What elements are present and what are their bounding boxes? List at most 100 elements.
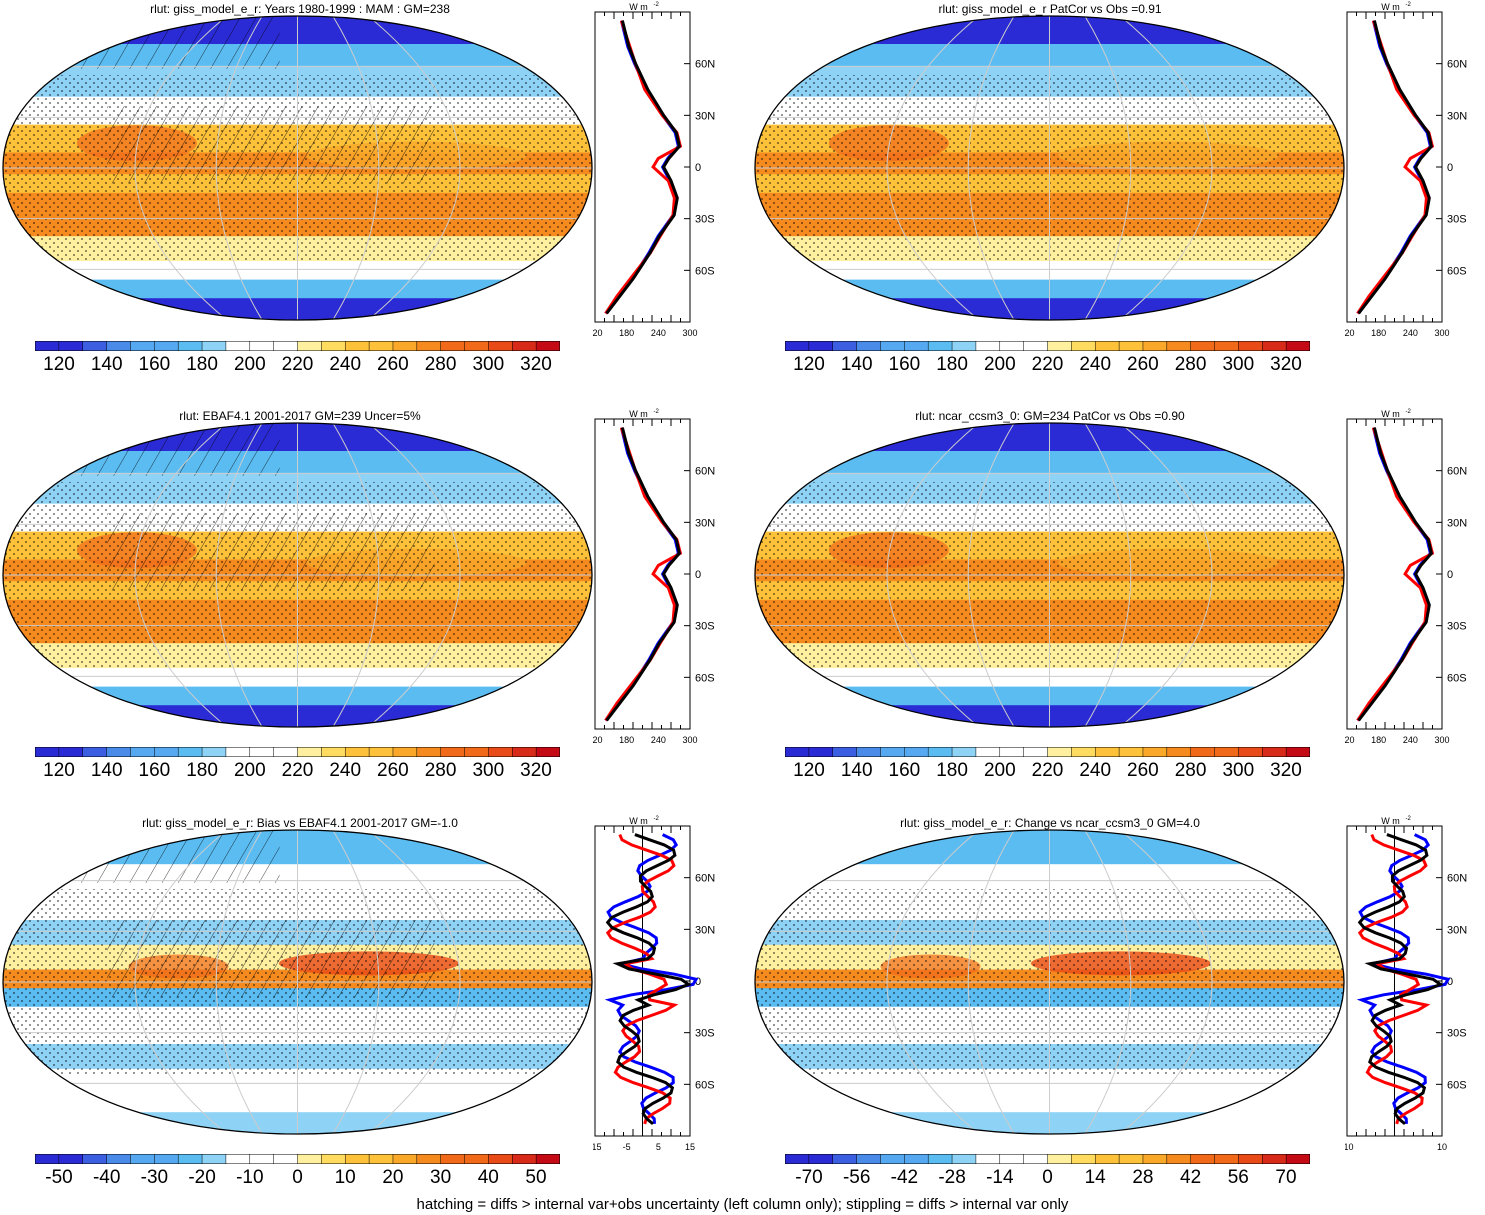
colorbar-tick-label: 220 (281, 354, 314, 375)
zonal-mean-line (1357, 834, 1431, 1125)
unit-exponent: -2 (1406, 816, 1412, 822)
panel-title: rlut: EBAF4.1 2001-2017 GM=239 Uncer=5% (179, 409, 421, 423)
colorbar-tick-label: 180 (936, 354, 968, 375)
panel-title: rlut: giss_model_e_r: Change vs ncar_ccs… (900, 816, 1200, 830)
unit-label: W m (1381, 816, 1400, 826)
zonal-x-tick-label: 180 (619, 328, 634, 338)
lat-tick-label: 60N (695, 873, 715, 885)
map-panel (754, 15, 1345, 321)
colorbar-tick-label: -50 (45, 1167, 73, 1188)
lat-tick-label: 60N (1447, 59, 1467, 71)
zonal-x-tick-label: 240 (1403, 328, 1418, 338)
lat-tick-label: 0 (1447, 162, 1453, 174)
colorbar-tick-label: 180 (936, 760, 968, 781)
lat-tick-label: 0 (695, 162, 701, 174)
unit-label: W m (629, 2, 648, 12)
unit-exponent: -2 (1406, 409, 1412, 415)
colorbar (785, 341, 1310, 351)
lat-tick-label: 60N (1447, 873, 1467, 885)
unit-exponent: -2 (654, 2, 660, 8)
panel-title: rlut: giss_model_e_r: Years 1980-1999 : … (150, 2, 450, 16)
lat-tick-label: 30N (1447, 924, 1467, 936)
colorbar-tick-label: 160 (138, 354, 171, 375)
colorbar-tick-label: 160 (888, 760, 921, 781)
colorbar-tick-label: 42 (1180, 1167, 1202, 1188)
colorbar-tick-label: 140 (90, 760, 123, 781)
zonal-x-tick-label: -15 (593, 1142, 602, 1152)
zonal-x-tick-label: 120 (1345, 328, 1355, 338)
lat-tick-label: 0 (1447, 569, 1453, 581)
colorbar-tick-label: 140 (840, 354, 873, 375)
colorbar-tick-label: 14 (1084, 1167, 1106, 1188)
lat-tick-label: 30S (1447, 621, 1467, 633)
zonal-mean-plot: W m -2 60N 30N 0 30S 60S 120 180 240 300 (593, 409, 715, 745)
lat-tick-label: 30N (695, 110, 715, 122)
lat-tick-label: 60S (1447, 1079, 1467, 1091)
zonal-x-tick-label: -10 (1345, 1142, 1354, 1152)
colorbar-tick-label: 10 (334, 1167, 356, 1188)
lat-tick-label: 30N (1447, 517, 1467, 529)
colorbar (785, 1154, 1310, 1164)
zonal-x-tick-label: 180 (1371, 328, 1386, 338)
colorbar (35, 1154, 560, 1164)
lat-tick-label: 60N (695, 466, 715, 478)
colorbar-tick-label: 300 (1222, 760, 1255, 781)
colorbar-tick-label: -42 (890, 1167, 919, 1188)
zonal-mean-line (1357, 427, 1434, 722)
lat-tick-label: 30S (1447, 214, 1467, 226)
colorbar-tick-label: 180 (186, 760, 218, 781)
colorbar-tick-label: 280 (424, 354, 457, 375)
colorbar-tick-label: 220 (281, 760, 314, 781)
zonal-mean-line (604, 20, 683, 315)
colorbar-tick-label: 320 (520, 760, 552, 781)
zonal-mean-plot: W m -2 60N 30N 0 30S 60S 120 180 240 300 (1345, 409, 1467, 745)
unit-label: W m (1381, 2, 1400, 12)
zonal-mean-line (604, 427, 683, 722)
colorbar-tick-label: 260 (1127, 354, 1159, 375)
zonal-x-tick-label: 240 (651, 735, 666, 745)
colorbar-tick-label: 0 (292, 1167, 303, 1188)
zonal-x-tick-label: 5 (656, 1142, 661, 1152)
zonal-x-tick-label: 120 (593, 328, 603, 338)
unit-exponent: -2 (654, 816, 660, 822)
colorbar-tick-label: 200 (233, 354, 266, 375)
colorbar-tick-label: -20 (188, 1167, 216, 1188)
zonal-x-tick-label: 300 (682, 735, 697, 745)
colorbar-tick-label: 28 (1132, 1167, 1154, 1188)
colorbar-tick-label: 320 (520, 354, 552, 375)
unit-exponent: -2 (1406, 2, 1412, 8)
zonal-mean-line (604, 20, 681, 315)
colorbar-tick-label: -56 (842, 1167, 871, 1188)
lat-tick-label: 60S (695, 1079, 715, 1091)
zonal-x-tick-label: 300 (1434, 735, 1449, 745)
map-panel (2, 829, 593, 1135)
lat-tick-label: 60S (695, 265, 715, 277)
zonal-mean-line (1356, 20, 1435, 315)
colorbar-tick-label: 220 (1031, 760, 1064, 781)
colorbar-tick-label: 260 (377, 760, 409, 781)
colorbar-tick-label: 300 (472, 354, 505, 375)
colorbar-tick-label: 240 (1079, 354, 1112, 375)
map-panel (754, 829, 1345, 1135)
colorbar-tick-label: 70 (1275, 1167, 1297, 1188)
colorbar-tick-label: -70 (795, 1167, 823, 1188)
unit-label: W m (629, 816, 648, 826)
zonal-x-tick-label: 180 (619, 735, 634, 745)
colorbar-tick-label: 240 (329, 354, 362, 375)
colorbar-tick-label: 300 (1222, 354, 1255, 375)
map-panel (2, 422, 593, 728)
colorbar-tick-label: 20 (382, 1167, 404, 1188)
lat-tick-label: 0 (1447, 976, 1453, 988)
colorbar-tick-label: 320 (1270, 760, 1302, 781)
colorbar-tick-label: 200 (983, 760, 1016, 781)
lat-tick-label: 30N (1447, 110, 1467, 122)
colorbar-tick-label: 140 (90, 354, 123, 375)
zonal-x-tick-label: 240 (651, 328, 666, 338)
colorbar-tick-label: 240 (329, 760, 362, 781)
zonal-mean-plot: W m -2 60N 30N 0 30S 60S 120 180 240 300 (593, 2, 715, 338)
lat-tick-label: 30N (695, 924, 715, 936)
colorbar-tick-label: 260 (377, 354, 409, 375)
zonal-mean-line (605, 427, 682, 722)
colorbar (785, 747, 1310, 757)
colorbar-tick-label: 220 (1031, 354, 1064, 375)
